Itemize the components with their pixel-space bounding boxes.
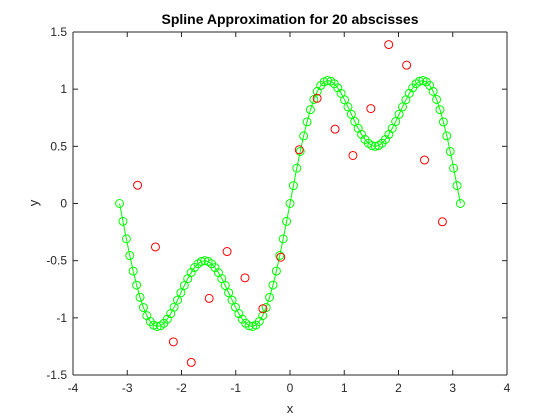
spline-point: [258, 311, 268, 321]
spline-point: [299, 131, 309, 141]
x-tick-label: 3: [449, 381, 456, 395]
spline-point: [282, 216, 292, 226]
node-point: [168, 337, 178, 347]
node-point: [294, 145, 304, 155]
spline-point: [340, 95, 350, 105]
spline-point: [275, 251, 285, 261]
y-tick-label: 0: [60, 197, 67, 211]
x-axis-label: x: [287, 401, 294, 416]
spline-point: [278, 234, 288, 244]
node-series: [133, 40, 447, 367]
spline-point: [118, 216, 128, 226]
spline-point: [397, 102, 407, 112]
x-tick-label: 1: [341, 381, 348, 395]
node-point: [330, 124, 340, 134]
spline-point: [302, 117, 312, 127]
spline-point: [244, 321, 254, 331]
spline-point: [125, 251, 135, 261]
spline-point: [186, 268, 196, 278]
spline-point: [442, 131, 452, 141]
node-point: [258, 304, 268, 314]
x-tick-label: -3: [122, 381, 133, 395]
y-tick-label: -1.5: [46, 368, 67, 382]
spline-point: [428, 86, 438, 96]
spline-point: [305, 105, 315, 115]
x-tick-label: -2: [176, 381, 187, 395]
spline-point: [138, 303, 148, 313]
spline-point: [210, 263, 220, 273]
spline-point: [196, 256, 206, 266]
spline-point: [220, 280, 230, 290]
spline-point: [343, 102, 353, 112]
spline-series: [115, 76, 465, 331]
spline-point: [115, 199, 125, 208]
node-point: [420, 155, 430, 165]
spline-point: [268, 280, 278, 290]
spline-point: [380, 134, 390, 144]
spline-point: [394, 109, 404, 119]
node-point: [222, 247, 232, 257]
spline-point: [292, 163, 302, 173]
spline-point: [265, 292, 275, 302]
chart-title: Spline Approximation for 20 abscisses: [161, 11, 418, 27]
tick-marks: [72, 31, 508, 376]
node-point: [384, 40, 394, 50]
spline-point: [449, 163, 459, 173]
x-tick-label: -4: [68, 381, 79, 395]
x-tick-label: 4: [504, 381, 511, 395]
spline-point: [135, 292, 145, 302]
y-axis-label: y: [26, 199, 41, 206]
y-tick-label: 1.5: [50, 25, 67, 39]
node-point: [276, 252, 286, 262]
node-point: [186, 357, 196, 367]
node-point: [437, 217, 447, 227]
spline-point: [132, 280, 142, 290]
spline-point: [176, 288, 186, 298]
spline-point: [452, 181, 462, 191]
spline-point: [121, 234, 131, 244]
spline-line: [119, 80, 461, 327]
x-tick-label: 2: [395, 381, 402, 395]
spline-point: [357, 129, 367, 139]
y-tick-label: -1: [56, 311, 67, 325]
spline-point: [432, 94, 442, 104]
spline-point: [438, 117, 448, 127]
spline-point: [367, 141, 377, 151]
spline-point: [173, 295, 183, 305]
spline-point: [295, 146, 305, 156]
spline-point: [288, 181, 298, 191]
spline-point: [227, 295, 237, 305]
node-point: [204, 293, 214, 303]
node-point: [366, 104, 376, 114]
spline-point: [435, 105, 445, 115]
node-point: [240, 273, 250, 283]
y-tick-label: 0.5: [50, 139, 67, 153]
x-tick-label: 0: [287, 381, 294, 395]
spline-point: [271, 266, 281, 276]
y-tick-label: 1: [60, 82, 67, 96]
spline-point: [415, 76, 425, 86]
x-tick-label: -1: [230, 381, 241, 395]
spline-point: [224, 288, 234, 298]
spline-point: [128, 266, 138, 276]
spline-point: [391, 117, 401, 127]
spline-point: [346, 109, 356, 119]
tick-labels: -4 -3 -2 -1 0 1 2 3 4 -1.5 -1 -0.5 0 0.5 1 1.5: [46, 25, 510, 395]
spline-point: [455, 199, 465, 208]
spline-point: [169, 302, 179, 312]
spline-point: [445, 146, 455, 156]
node-point: [402, 60, 412, 70]
node-point: [348, 150, 358, 160]
node-point: [133, 180, 143, 190]
node-point: [312, 93, 322, 103]
node-point: [150, 242, 160, 252]
spline-point: [285, 199, 295, 208]
y-tick-label: -0.5: [46, 254, 67, 268]
